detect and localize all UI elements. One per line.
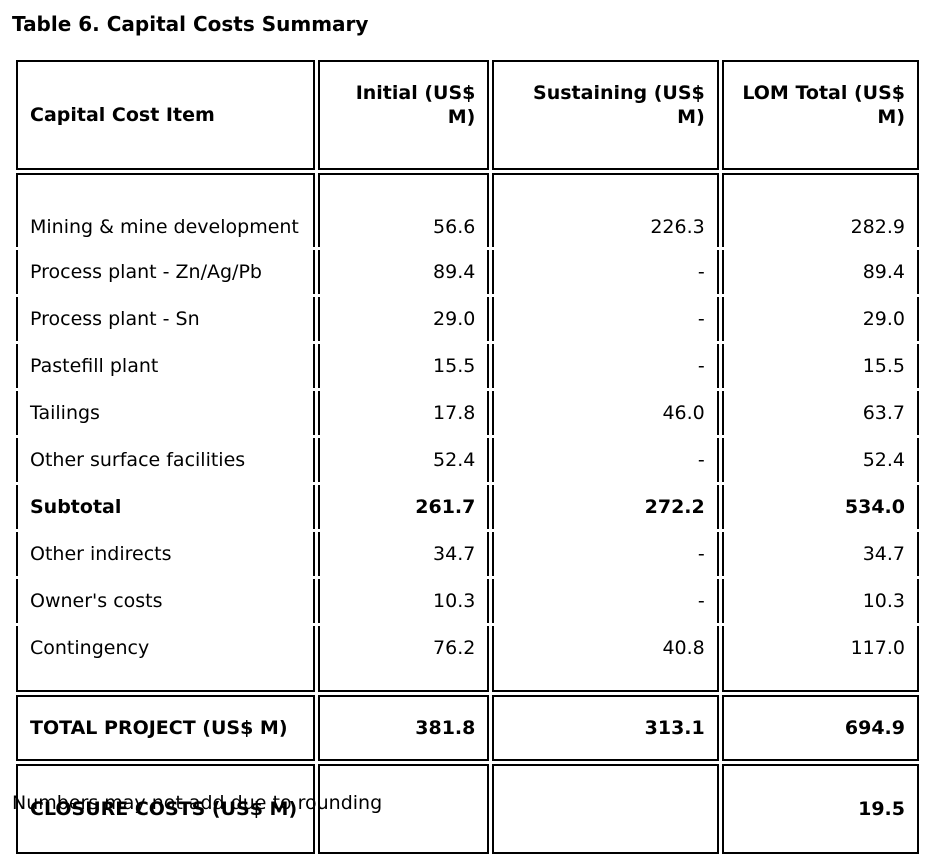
table-row: Process plant - Zn/Ag/Pb 89.4 - 89.4	[16, 250, 919, 294]
row-lom: 34.7	[721, 532, 919, 576]
row-item: Pastefill plant	[16, 344, 315, 388]
header-initial: Initial (US$ M)	[317, 60, 490, 170]
header-row: Capital Cost Item Initial (US$ M) Sustai…	[16, 60, 919, 170]
table-row: Other surface facilities 52.4 - 52.4	[16, 438, 919, 482]
table-row: Other indirects 34.7 - 34.7	[16, 532, 919, 576]
row-initial: 29.0	[317, 297, 490, 341]
row-sustaining: 226.3	[492, 173, 719, 247]
row-item: Subtotal	[16, 485, 315, 529]
row-sustaining: -	[492, 344, 719, 388]
row-lom: 89.4	[721, 250, 919, 294]
table-row: Mining & mine development 56.6 226.3 282…	[16, 173, 919, 247]
row-sustaining: -	[492, 438, 719, 482]
row-sustaining: -	[492, 579, 719, 623]
header-sustaining: Sustaining (US$ M)	[492, 60, 719, 170]
subtotal-row: Subtotal 261.7 272.2 534.0	[16, 485, 919, 529]
row-lom: 29.0	[721, 297, 919, 341]
row-initial: 10.3	[317, 579, 490, 623]
total-item: TOTAL PROJECT (US$ M)	[16, 695, 315, 761]
table-row: Owner's costs 10.3 - 10.3	[16, 579, 919, 623]
total-initial: 381.8	[317, 695, 490, 761]
row-initial: 34.7	[317, 532, 490, 576]
row-sustaining: -	[492, 250, 719, 294]
row-item: Owner's costs	[16, 579, 315, 623]
row-lom: 117.0	[721, 626, 919, 692]
table-row: Contingency 76.2 40.8 117.0	[16, 626, 919, 692]
row-sustaining: 46.0	[492, 391, 719, 435]
table-title: Table 6. Capital Costs Summary	[12, 12, 369, 36]
row-lom: 10.3	[721, 579, 919, 623]
row-sustaining: 40.8	[492, 626, 719, 692]
row-initial: 261.7	[317, 485, 490, 529]
row-lom: 15.5	[721, 344, 919, 388]
row-initial: 52.4	[317, 438, 490, 482]
row-item: Contingency	[16, 626, 315, 692]
row-item: Other surface facilities	[16, 438, 315, 482]
row-item: Process plant - Zn/Ag/Pb	[16, 250, 315, 294]
row-initial: 89.4	[317, 250, 490, 294]
table-row: Pastefill plant 15.5 - 15.5	[16, 344, 919, 388]
header-capital-cost-item: Capital Cost Item	[16, 60, 315, 170]
table-row: Process plant - Sn 29.0 - 29.0	[16, 297, 919, 341]
header-lom-total: LOM Total (US$ M)	[721, 60, 919, 170]
row-item: Other indirects	[16, 532, 315, 576]
row-item: Mining & mine development	[16, 173, 315, 247]
row-initial: 76.2	[317, 626, 490, 692]
closure-sustaining	[492, 764, 719, 854]
row-sustaining: -	[492, 532, 719, 576]
total-project-row: TOTAL PROJECT (US$ M) 381.8 313.1 694.9	[16, 695, 919, 761]
rounding-footnote: Numbers may not add due to rounding	[12, 792, 383, 814]
row-initial: 17.8	[317, 391, 490, 435]
row-sustaining: 272.2	[492, 485, 719, 529]
closure-lom: 19.5	[721, 764, 919, 854]
row-sustaining: -	[492, 297, 719, 341]
total-lom: 694.9	[721, 695, 919, 761]
row-initial: 56.6	[317, 173, 490, 247]
table-row: Tailings 17.8 46.0 63.7	[16, 391, 919, 435]
row-lom: 282.9	[721, 173, 919, 247]
row-lom: 52.4	[721, 438, 919, 482]
row-item: Process plant - Sn	[16, 297, 315, 341]
row-initial: 15.5	[317, 344, 490, 388]
total-sustaining: 313.1	[492, 695, 719, 761]
row-lom: 63.7	[721, 391, 919, 435]
capital-costs-table: Capital Cost Item Initial (US$ M) Sustai…	[13, 57, 922, 857]
row-item: Tailings	[16, 391, 315, 435]
row-lom: 534.0	[721, 485, 919, 529]
